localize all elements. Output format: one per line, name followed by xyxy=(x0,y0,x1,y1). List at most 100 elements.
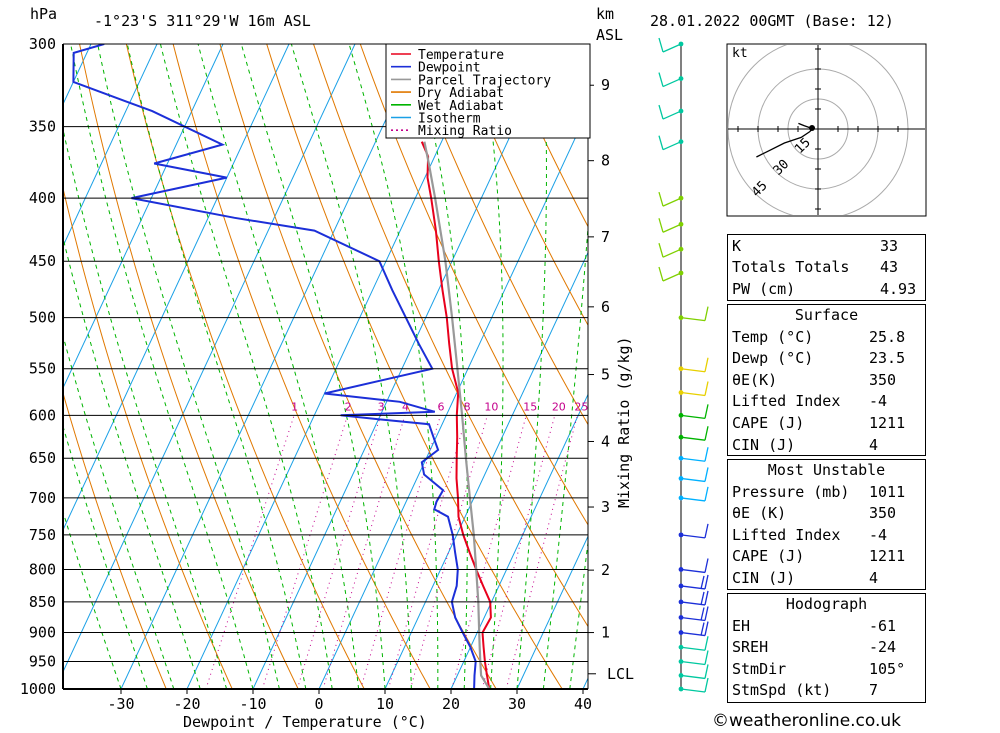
km-tick-label: 7 xyxy=(601,228,610,246)
mixing-ratio-line xyxy=(451,415,527,689)
pressure-tick-label: 900 xyxy=(29,624,56,642)
surface-row-thetae: θE(K) 350 xyxy=(732,370,897,389)
wind-level-dot xyxy=(678,630,684,635)
chart-axes: 3003504004505005506006507007508008509009… xyxy=(20,35,634,713)
wind-barb-flag xyxy=(658,37,664,53)
wind-barb-staff xyxy=(680,534,706,539)
wind-barb-flag xyxy=(704,523,709,539)
pressure-tick-label: 550 xyxy=(29,360,56,378)
mu-row-thetae: θE (K) 350 xyxy=(732,504,897,523)
pressure-tick-label: 1000 xyxy=(20,680,56,698)
wet-adiabat-line xyxy=(542,220,588,689)
hodo-row-sreh: SREH -24 xyxy=(732,638,897,657)
pressure-tick-label: 850 xyxy=(29,593,56,611)
wind-barb-staff xyxy=(680,660,706,666)
wind-barb-flag xyxy=(704,381,709,396)
surface-row-li: Lifted Index -4 xyxy=(732,392,888,411)
mixing-ratio-line xyxy=(505,415,578,689)
isotherm-line xyxy=(384,251,588,689)
wet-adiabat-line xyxy=(63,424,148,689)
wind-level-dot xyxy=(678,673,684,678)
dry-adiabat-line xyxy=(500,44,588,228)
temp-tick-label: 0 xyxy=(314,695,323,713)
dry-adiabat-line xyxy=(266,44,563,689)
pressure-tick-label: 300 xyxy=(29,35,56,53)
indices-table: K 33 Totals Totals 43 PW (cm) 4.93 xyxy=(727,234,926,301)
surface-row-temp: Temp (°C) 25.8 xyxy=(732,327,906,346)
wind-level-dot xyxy=(678,567,684,572)
mixing-ratio-line xyxy=(261,415,349,689)
wind-barb-staff xyxy=(680,457,706,462)
wind-barb-flag xyxy=(704,677,709,693)
wind-barb-flag xyxy=(704,590,709,606)
mixing-ratio-label: 10 xyxy=(484,400,498,413)
wind-barb-flag xyxy=(700,607,705,621)
dry-adiabat-line xyxy=(172,44,431,689)
dry-adiabat-line xyxy=(63,391,167,689)
index-row-totals: Totals Totals 43 xyxy=(732,258,899,277)
wind-barb-staff xyxy=(680,688,706,693)
mixing-ratio-label: 15 xyxy=(523,400,537,413)
wet-adiabat-line xyxy=(63,510,122,689)
wind-barb-flag xyxy=(704,621,709,636)
km-tick-label: 4 xyxy=(601,432,610,450)
temp-tick-label: 30 xyxy=(508,695,526,713)
pressure-unit-label: hPa xyxy=(30,5,57,23)
wet-adiabat-line xyxy=(240,44,386,689)
wet-adiabat-line xyxy=(63,333,175,689)
wind-barb-flag xyxy=(658,266,664,282)
km-unit-label: km xyxy=(596,5,614,23)
wind-barb-flag xyxy=(700,591,705,606)
mixing-ratio-line xyxy=(409,415,488,689)
wind-barb-flag xyxy=(658,191,664,207)
wet-adiabat-line xyxy=(516,44,547,689)
dry-adiabat-line xyxy=(453,44,588,327)
wind-barb-staff xyxy=(680,674,706,680)
mixing-ratio-label: 20 xyxy=(552,400,566,413)
mixing-ratio-line xyxy=(387,415,468,689)
pressure-tick-label: 600 xyxy=(29,406,56,424)
km-tick-label: 9 xyxy=(601,76,610,94)
km-tick-label: 2 xyxy=(601,561,610,579)
mixing-ratio-label: 8 xyxy=(464,400,471,413)
mixing-ratio-label: 3 xyxy=(378,400,385,413)
pressure-tick-label: 750 xyxy=(29,526,56,544)
isotherm-line xyxy=(120,44,422,689)
temp-tick-label: -30 xyxy=(107,695,134,713)
wind-barb-flag xyxy=(700,622,705,636)
hodograph-storm-motion xyxy=(809,125,815,131)
wind-barb-flag xyxy=(704,574,709,590)
wind-level-dot xyxy=(678,615,684,620)
pressure-tick-label: 950 xyxy=(29,653,56,671)
wind-barb-flag xyxy=(704,558,709,573)
wind-barb-staff xyxy=(662,141,682,151)
temperature-line xyxy=(420,141,492,689)
isotherm-line xyxy=(0,44,25,689)
km-tick-label: 1 xyxy=(601,624,610,642)
mixing-ratio-label: 2 xyxy=(345,400,352,413)
wind-level-dot xyxy=(678,659,684,664)
wind-barb-flag xyxy=(704,486,709,502)
wind-barb-flag xyxy=(700,575,705,590)
wet-adiabat-line xyxy=(413,44,468,689)
mixing-ratio-label: 4 xyxy=(402,400,409,413)
wind-barb-flag xyxy=(704,636,709,651)
isotherm-line xyxy=(63,44,290,532)
legend-label: Parcel Trajectory xyxy=(418,73,551,88)
wind-barb-staff xyxy=(680,436,706,441)
mu-row-li: Lifted Index -4 xyxy=(732,525,888,544)
copyright-link[interactable]: ©weatheronline.co.uk xyxy=(712,711,902,731)
sounding-profiles xyxy=(72,44,492,689)
wind-barb-staff xyxy=(680,477,706,483)
wind-barb-staff xyxy=(662,77,682,88)
mixing-ratio-label: 25 xyxy=(574,400,588,413)
dry-adiabat-line xyxy=(125,44,365,689)
most-unstable-box: Most Unstable Pressure (mb) 1011 θE (K) 35… xyxy=(727,459,926,590)
km-tick-label: 5 xyxy=(601,366,610,384)
most-unstable-title: Most Unstable xyxy=(767,461,886,479)
wind-barb-flag xyxy=(704,650,709,665)
isotherm-line xyxy=(63,44,356,673)
legend-label: Isotherm xyxy=(418,112,481,127)
